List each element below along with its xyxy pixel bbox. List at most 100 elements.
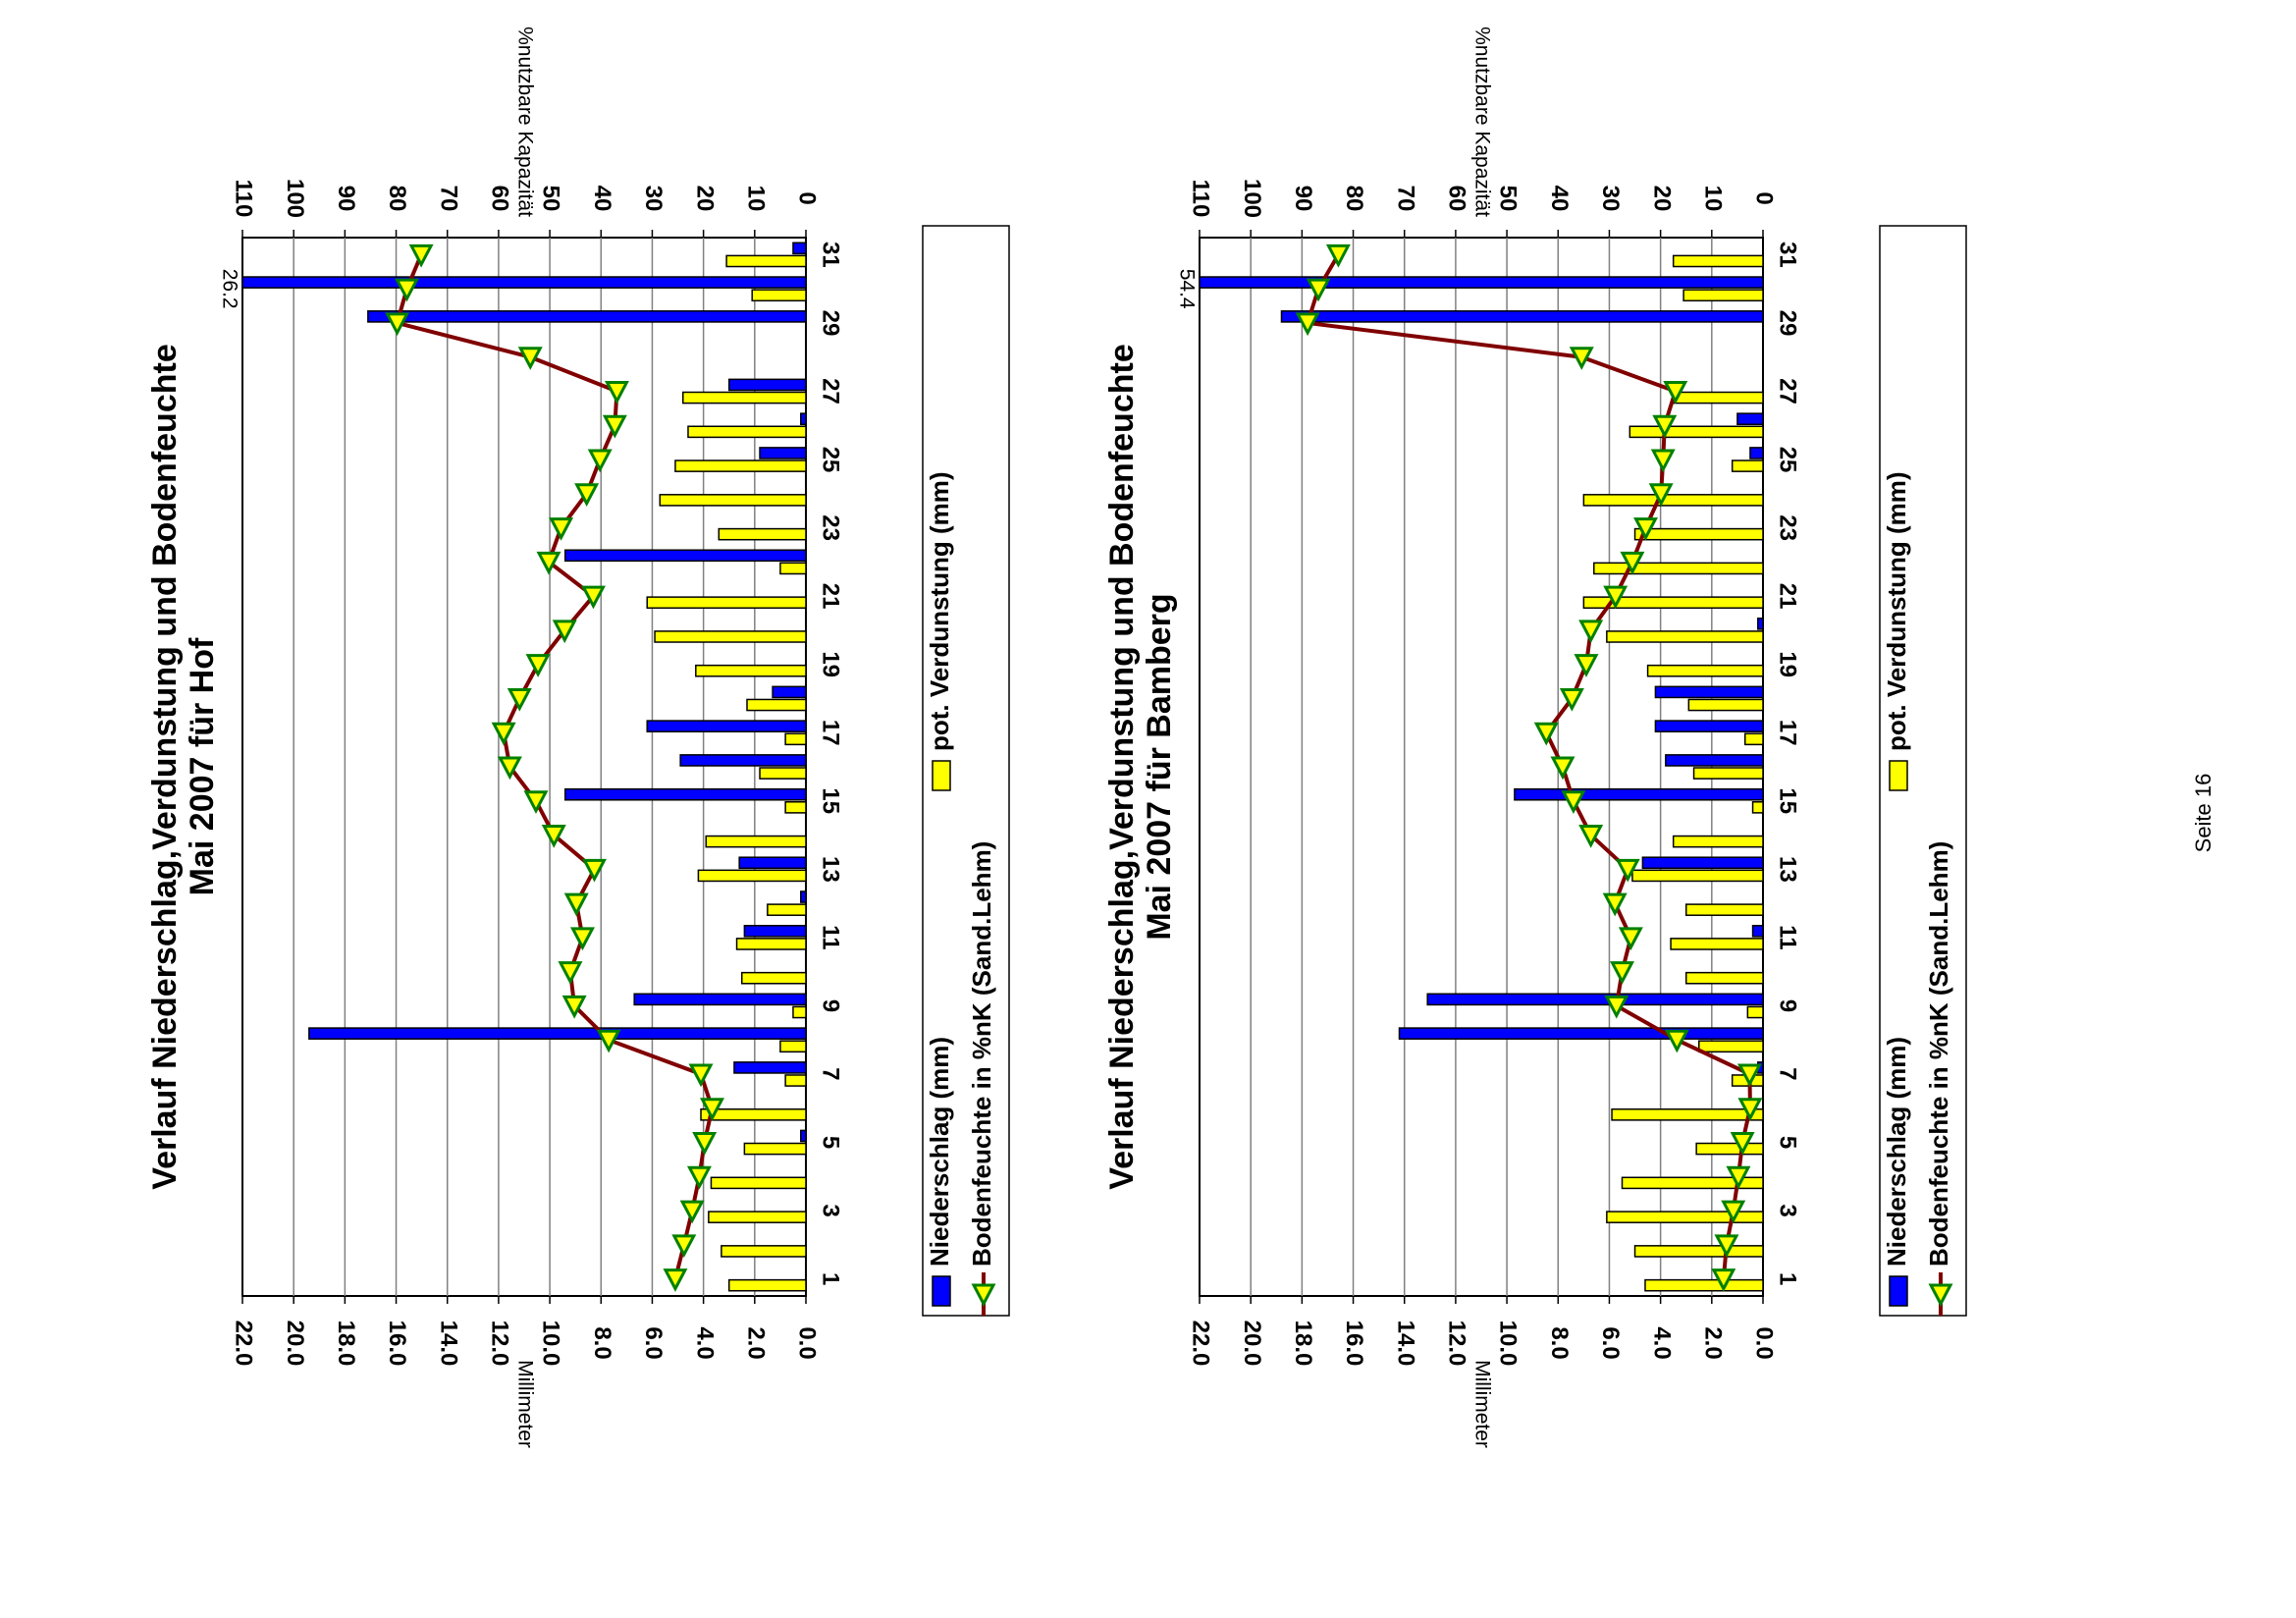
soil-moisture-marker (1664, 1029, 1689, 1053)
precip-bar (563, 787, 807, 801)
evap-bar (1633, 527, 1764, 541)
soil-moisture-marker (686, 1165, 712, 1190)
x-tick-label: 19 (1775, 651, 1801, 677)
x-tick-label: 31 (818, 242, 844, 268)
precip-bar (1426, 993, 1764, 1006)
evap-bar (1582, 494, 1764, 507)
evap-bar (727, 1278, 807, 1292)
right-tick-label: 0 (1751, 191, 1778, 204)
evap-bar (1672, 835, 1764, 848)
chart-title-line1: Verlauf Niederschlag,Verdunstung und Bod… (146, 344, 184, 1189)
soil-moisture-marker (1633, 517, 1658, 541)
soil-moisture-marker (541, 825, 566, 848)
soil-moisture-marker (1603, 585, 1629, 610)
evap-bar (1751, 801, 1764, 814)
evap-bar (654, 630, 807, 643)
soil-moisture-marker (408, 243, 434, 268)
left-tick-label: 20.0 (282, 1321, 308, 1367)
precip-bar (1736, 412, 1764, 426)
precip-bar (759, 447, 807, 459)
right-tick-label: 60 (487, 186, 513, 212)
legend: Niederschlag (mm) Bodenfeuchte in %nK (Sa… (1879, 225, 1967, 1317)
left-tick-label: 8.0 (589, 1326, 615, 1359)
precip-bar (1514, 787, 1764, 801)
x-tick-label: 31 (1775, 242, 1801, 268)
x-tick-label: 3 (1775, 1204, 1801, 1216)
legend-swatch-precip (1889, 1275, 1908, 1307)
data-label: 26.2 (218, 269, 240, 309)
soil-moisture-marker (1578, 620, 1604, 644)
evap-bar (682, 391, 807, 404)
soil-moisture-marker (1550, 756, 1575, 781)
x-tick-label: 13 (818, 856, 844, 883)
right-tick-label: 50 (1495, 186, 1522, 212)
soil-moisture-marker (536, 551, 561, 575)
evap-bar (710, 1176, 807, 1190)
x-tick-label: 27 (1775, 378, 1801, 404)
left-tick-label: 8.0 (1546, 1326, 1573, 1359)
left-tick-label: 22.0 (231, 1321, 257, 1367)
evap-bar (1621, 1176, 1764, 1190)
evap-bar (1606, 630, 1764, 643)
soil-moisture-marker (1714, 1234, 1739, 1259)
right-tick-label: 60 (1444, 186, 1470, 212)
evap-bar (1692, 767, 1764, 780)
evap-bar (1672, 391, 1764, 404)
evap-bar (1698, 1040, 1764, 1053)
evap-bar (1606, 1211, 1764, 1223)
soil-moisture-marker (679, 1200, 705, 1224)
right-tick-label: 110 (1188, 180, 1214, 218)
precip-bar (1665, 754, 1764, 767)
soil-moisture-marker (1561, 790, 1586, 814)
evap-bar (697, 869, 807, 883)
x-tick-label: 29 (818, 310, 844, 337)
precip-bar (1654, 685, 1764, 699)
evap-bar (735, 938, 807, 950)
evap-bar (695, 664, 807, 677)
evap-bar (721, 1245, 807, 1258)
evap-bar (1646, 664, 1764, 677)
soil-moisture-marker (525, 654, 551, 677)
precip-bar (367, 310, 807, 323)
evap-bar (659, 494, 807, 507)
legend-swatch-precip (932, 1275, 951, 1307)
x-tick-label: 11 (818, 925, 844, 949)
evap-bar (1670, 938, 1764, 950)
soil-moisture-marker (561, 995, 587, 1019)
x-tick-label: 5 (1775, 1136, 1801, 1149)
evap-bar (700, 1107, 807, 1121)
soil-moisture-marker (1295, 312, 1320, 337)
x-tick-label: 27 (818, 378, 844, 404)
chart-title-line2: Mai 2007 für Bamberg (1141, 593, 1178, 940)
left-tick-label: 6.0 (640, 1326, 667, 1359)
soil-moisture-marker (1615, 858, 1640, 883)
x-tick-label: 29 (1775, 310, 1801, 337)
legend-label-evap: pot. Verdunstung (mm) (1882, 471, 1911, 751)
evap-bar (1582, 596, 1764, 610)
soil-moisture-marker (596, 1029, 621, 1053)
soil-moisture-marker (558, 961, 583, 985)
soil-moisture-marker (1648, 483, 1674, 508)
evap-bar (741, 971, 807, 985)
precip-bar (1749, 447, 1764, 459)
soil-moisture-marker (1610, 961, 1634, 985)
evap-bar (759, 767, 807, 780)
right-tick-label: 0 (794, 191, 821, 204)
precip-bar (646, 720, 807, 732)
soil-moisture-marker (663, 1268, 688, 1292)
soil-moisture-marker (604, 380, 629, 404)
soil-moisture-marker (1736, 1063, 1762, 1088)
soil-moisture-marker (700, 1098, 724, 1121)
legend-swatch-evap (1889, 760, 1908, 791)
right-tick-label: 90 (333, 186, 359, 212)
y-axis-title-left: Millimeter (513, 1360, 536, 1448)
precip-bar (1398, 1027, 1764, 1040)
precip-bar (800, 1129, 807, 1143)
evap-bar (674, 459, 807, 472)
right-tick-label: 80 (384, 186, 410, 212)
precip-bar (308, 1027, 807, 1040)
soil-moisture-marker (1533, 722, 1559, 746)
right-tick-label: 70 (1392, 186, 1418, 212)
evap-bar (1684, 971, 1764, 985)
